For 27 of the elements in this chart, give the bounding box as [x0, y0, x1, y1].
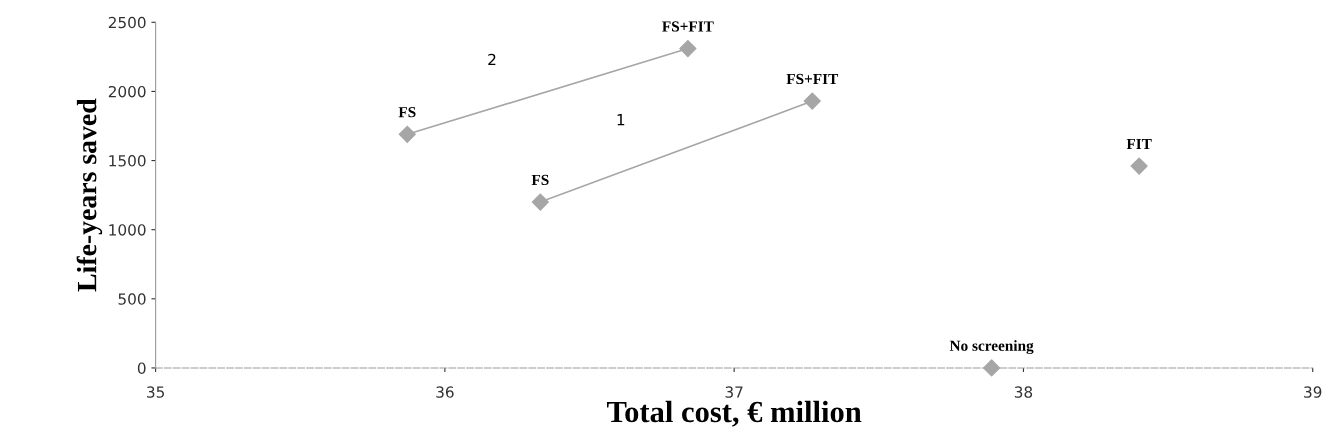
point	[983, 359, 1001, 377]
annotation: No screening	[949, 340, 1034, 355]
x-tick-label: 36	[436, 386, 454, 398]
y-tick-label: 1500	[109, 155, 146, 167]
x-tick-label: 37	[725, 386, 743, 398]
point	[803, 92, 821, 110]
y-tick-label: 2000	[108, 85, 146, 98]
annotation: FS+FIT	[662, 21, 714, 32]
annotation: FS	[531, 174, 549, 186]
y-tick-label: 1000	[109, 224, 146, 236]
y-tick-label: 2500	[108, 16, 146, 29]
x-axis-title: Total cost, € million	[607, 400, 862, 427]
annotation: 1	[617, 114, 625, 126]
x-tick-label: 39	[1304, 386, 1322, 398]
y-axis-title: Life-years saved	[76, 98, 103, 292]
point	[398, 125, 416, 143]
annotation: FIT	[1126, 138, 1152, 149]
point	[679, 40, 697, 58]
y-tick-label: 0	[137, 362, 146, 374]
point	[531, 193, 549, 211]
point	[1130, 157, 1148, 175]
annotation: FS+FIT	[786, 73, 839, 85]
y-tick-label: 500	[118, 293, 146, 305]
annotation: FS	[398, 107, 416, 118]
annotation: 2	[488, 53, 496, 66]
x-tick-label: 35	[147, 386, 164, 398]
x-tick-label: 38	[1014, 386, 1033, 398]
